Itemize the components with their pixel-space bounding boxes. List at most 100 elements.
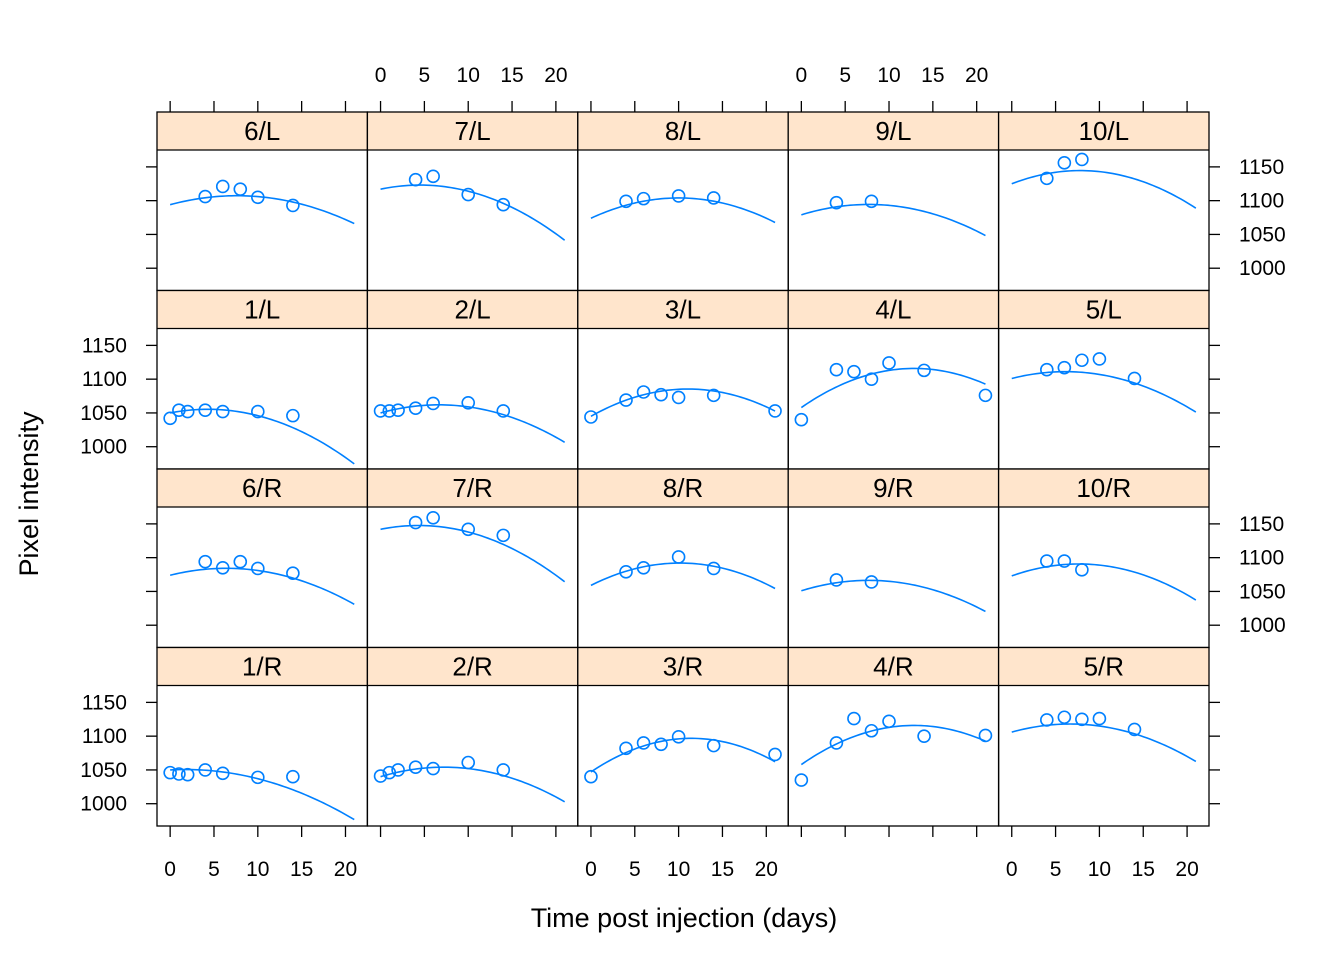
data-point (636, 385, 651, 399)
data-point (461, 396, 476, 410)
data-point (671, 390, 686, 405)
panel-strip (157, 290, 368, 329)
panel: 9/L (787, 111, 1000, 292)
fitted-curve (801, 203, 986, 237)
panel: 3/L (577, 289, 789, 470)
data-point (286, 408, 300, 423)
data-point (864, 194, 879, 209)
x-tick-label: 15 (500, 64, 523, 87)
panel-strip (367, 112, 578, 150)
data-point (1127, 722, 1142, 737)
fitted-curve (170, 768, 355, 821)
data-point (1057, 360, 1072, 375)
panel-strip-label: 6/R (242, 473, 282, 503)
panel-strip-label: 10/R (1076, 473, 1131, 503)
data-point (1040, 362, 1054, 377)
data-point (829, 736, 844, 750)
data-point (251, 770, 265, 785)
data-point (847, 711, 861, 726)
data-point (654, 737, 668, 752)
data-point (198, 554, 213, 569)
data-point (382, 404, 397, 418)
panel-strip (577, 112, 789, 150)
data-point (619, 741, 633, 756)
x-tick-label: 20 (965, 64, 988, 87)
x-tick-label: 20 (755, 858, 778, 881)
data-point (584, 410, 598, 424)
data-point (1075, 563, 1089, 577)
panel: 3/R (577, 646, 789, 827)
panel: 4/R (787, 646, 1000, 827)
data-point (619, 565, 633, 579)
x-tick-label: 20 (1175, 858, 1198, 881)
x-tick-label: 15 (290, 858, 313, 881)
data-point (636, 560, 651, 575)
fitted-curve (590, 562, 776, 590)
data-point (1127, 371, 1142, 386)
data-point (1092, 352, 1107, 366)
data-point (636, 736, 651, 750)
panel: 5/L (997, 289, 1210, 470)
panel: 4/L (787, 289, 1000, 470)
panel-strip (577, 290, 789, 329)
data-point (706, 191, 721, 205)
panel-strip-label: 8/L (665, 116, 701, 146)
panel-strip-label: 2/L (455, 295, 491, 325)
data-point (584, 769, 598, 784)
data-point (864, 723, 879, 738)
panel-strip (998, 469, 1209, 507)
panel-strip-label: 4/R (873, 652, 913, 682)
data-point (198, 763, 213, 777)
data-point (706, 738, 721, 753)
axes-layer: 0 5 10 15 20 0 5 10 15 20 0 5 10 15 20 0 5 10 15 20 0 5 10 15 20… (80, 64, 1285, 881)
fitted-curve (170, 408, 355, 465)
data-point (408, 172, 423, 187)
panel: 9/R (787, 468, 1000, 649)
panel-strip-label: 8/R (663, 473, 703, 503)
data-point (426, 511, 440, 525)
panel-strip (157, 469, 368, 507)
x-tick-label: 15 (1132, 858, 1155, 881)
y-tick-label: 1100 (1239, 547, 1284, 570)
data-point (829, 362, 844, 377)
data-point (233, 182, 248, 196)
data-point (829, 573, 844, 587)
data-point (794, 773, 809, 787)
data-point (163, 765, 177, 780)
fitted-curve (590, 388, 776, 418)
data-point (215, 404, 230, 419)
data-point (391, 763, 405, 777)
data-point (671, 730, 686, 744)
data-point (251, 561, 265, 576)
panel: 7/L (366, 111, 579, 292)
panel: 6/L (156, 111, 369, 292)
panel-strip (367, 469, 578, 507)
data-point (496, 763, 511, 777)
data-point (373, 769, 388, 783)
panel-strip (788, 290, 999, 329)
y-tick-label: 1000 (1239, 257, 1286, 280)
data-point (671, 550, 686, 564)
panel: 2/L (366, 289, 579, 470)
data-point (496, 404, 511, 418)
x-tick-label: 20 (334, 858, 357, 881)
y-tick-label: 1050 (80, 402, 127, 425)
x-tick-label: 5 (208, 858, 220, 881)
data-point (671, 189, 686, 203)
data-point (461, 187, 476, 202)
panel: 10/R (997, 468, 1210, 649)
panel-strip (788, 647, 999, 686)
fitted-curve (169, 567, 355, 605)
panel-strip-label: 7/L (455, 116, 491, 146)
data-point (654, 387, 668, 402)
data-point (768, 404, 782, 418)
data-point (829, 195, 844, 210)
panel-strip-label: 9/L (875, 116, 911, 146)
data-point (636, 191, 651, 206)
panel-strip (998, 647, 1209, 686)
x-tick-label: 0 (585, 858, 597, 881)
y-tick-label: 1050 (80, 759, 127, 782)
data-point (917, 729, 931, 743)
data-point (286, 198, 300, 213)
x-tick-label: 5 (419, 64, 431, 87)
